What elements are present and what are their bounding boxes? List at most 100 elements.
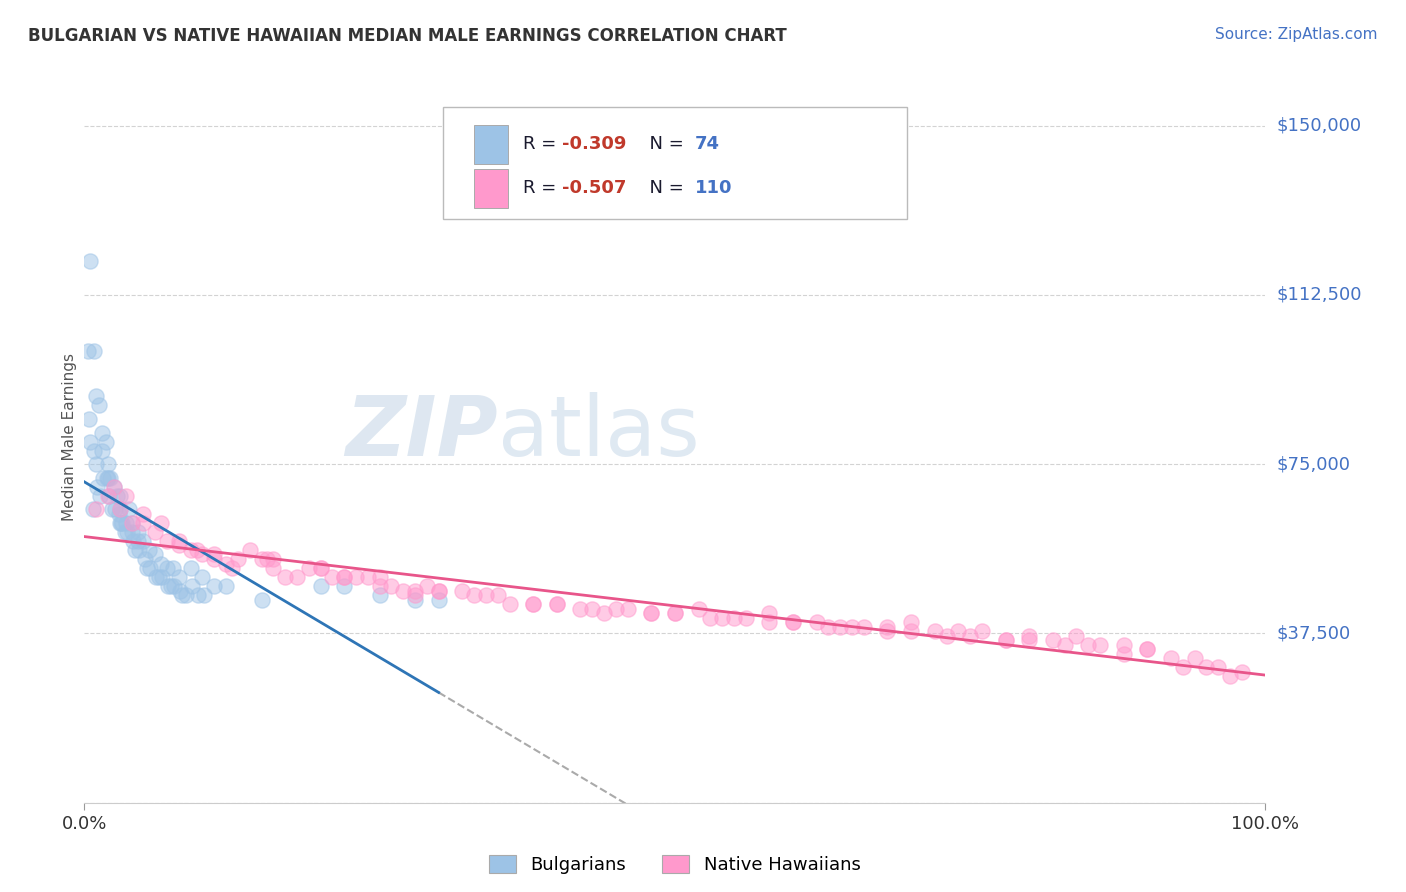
Point <box>180 579 202 593</box>
Point <box>96 471 118 485</box>
Point <box>404 588 426 602</box>
Point <box>817 620 839 634</box>
Point <box>108 489 131 503</box>
Point <box>723 610 745 624</box>
Point <box>640 606 662 620</box>
Point <box>416 579 439 593</box>
Point <box>162 561 184 575</box>
Point <box>404 583 426 598</box>
Text: $37,500: $37,500 <box>1277 624 1351 642</box>
Point <box>191 548 214 562</box>
Point <box>150 516 173 530</box>
Point <box>274 570 297 584</box>
Point <box>250 592 273 607</box>
Text: $150,000: $150,000 <box>1277 117 1361 135</box>
Point <box>486 588 509 602</box>
Point <box>758 606 780 620</box>
Point <box>285 570 308 584</box>
Point <box>202 579 225 593</box>
Point <box>309 579 332 593</box>
Point <box>1042 633 1064 648</box>
Point <box>114 516 136 530</box>
Point <box>121 516 143 530</box>
Point <box>333 579 356 593</box>
Point <box>121 524 143 539</box>
Point <box>1206 660 1229 674</box>
Point <box>1088 638 1111 652</box>
Point <box>111 516 134 530</box>
Point <box>82 502 104 516</box>
Text: R =: R = <box>523 179 562 197</box>
Point <box>108 502 131 516</box>
Point <box>163 579 186 593</box>
Point <box>215 557 238 571</box>
Point <box>91 443 114 458</box>
Point <box>959 629 981 643</box>
Point <box>167 570 190 584</box>
Point <box>262 561 284 575</box>
Text: ZIP: ZIP <box>344 392 498 473</box>
Point <box>782 615 804 630</box>
Point <box>167 538 190 552</box>
Point <box>1219 669 1241 683</box>
Point <box>143 548 166 562</box>
Point <box>115 524 138 539</box>
Point <box>250 552 273 566</box>
Point <box>124 543 146 558</box>
Point <box>127 533 149 548</box>
Point <box>900 615 922 630</box>
Text: N =: N = <box>638 179 690 197</box>
Point <box>830 620 852 634</box>
Point <box>546 597 568 611</box>
Point <box>404 592 426 607</box>
Legend: Bulgarians, Native Hawaiians: Bulgarians, Native Hawaiians <box>482 847 868 881</box>
Text: N =: N = <box>638 136 690 153</box>
Point <box>427 583 450 598</box>
Point <box>83 443 105 458</box>
Point <box>900 624 922 639</box>
Point <box>392 583 415 598</box>
Point <box>357 570 380 584</box>
Point <box>118 502 141 516</box>
Point <box>150 570 173 584</box>
Point <box>1018 633 1040 648</box>
Point <box>309 561 332 575</box>
Point <box>180 543 202 558</box>
Point <box>380 579 402 593</box>
Point <box>1160 651 1182 665</box>
Point <box>83 344 105 359</box>
Point <box>1112 638 1135 652</box>
Point <box>104 502 127 516</box>
Point <box>256 552 278 566</box>
Point <box>187 588 209 602</box>
Point <box>344 570 367 584</box>
Point <box>321 570 343 584</box>
Y-axis label: Median Male Earnings: Median Male Earnings <box>62 353 77 521</box>
Point <box>114 489 136 503</box>
Point <box>134 552 156 566</box>
Point <box>136 561 159 575</box>
Point <box>876 620 898 634</box>
Point <box>100 502 122 516</box>
Point <box>191 570 214 584</box>
Point <box>132 507 155 521</box>
Point <box>107 489 129 503</box>
Point <box>522 597 544 611</box>
Point <box>924 624 946 639</box>
Point <box>98 489 121 503</box>
Point <box>333 570 356 584</box>
Point <box>935 629 957 643</box>
Point <box>806 615 828 630</box>
Point <box>368 588 391 602</box>
Point <box>110 516 132 530</box>
Point <box>121 533 143 548</box>
Point <box>138 543 160 558</box>
Point <box>605 601 627 615</box>
Point <box>94 434 117 449</box>
Point <box>202 552 225 566</box>
Point <box>103 480 125 494</box>
Point <box>143 524 166 539</box>
Point <box>77 344 100 359</box>
Point <box>1230 665 1253 679</box>
Point <box>734 610 756 624</box>
